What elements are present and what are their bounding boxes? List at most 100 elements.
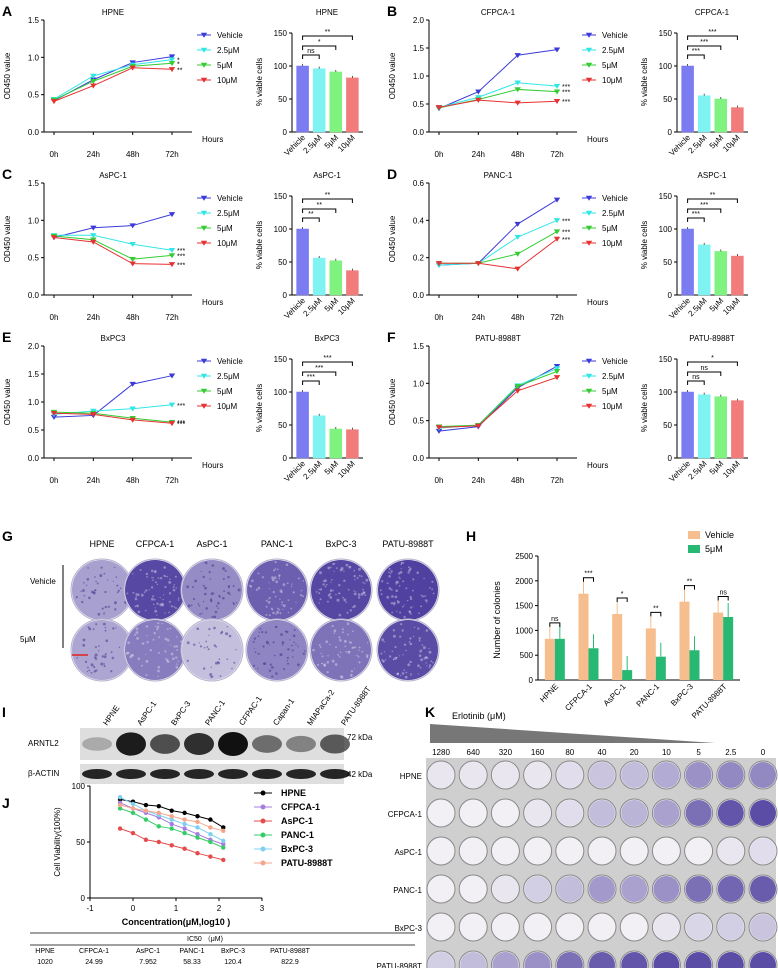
colony-dot bbox=[214, 610, 218, 614]
colony-dot bbox=[352, 606, 354, 609]
x-tick-label: 48h bbox=[511, 150, 524, 159]
well bbox=[684, 836, 714, 866]
colony-dot bbox=[249, 584, 251, 587]
colony-dot bbox=[358, 567, 361, 571]
colony-dot bbox=[80, 590, 82, 592]
y-tick-label: 500 bbox=[520, 651, 534, 660]
data-point bbox=[514, 100, 521, 106]
y-tick-label: 1.0 bbox=[413, 72, 425, 81]
significance-mark: * bbox=[177, 58, 180, 65]
colony-dot bbox=[391, 595, 394, 598]
colony-dot bbox=[253, 637, 257, 640]
colony-dot bbox=[84, 660, 88, 664]
legend-label: 10μM bbox=[602, 76, 623, 85]
bar-2.5μM bbox=[312, 415, 326, 459]
colony-dot bbox=[75, 596, 78, 599]
colony-dot bbox=[153, 632, 156, 635]
colony-dot bbox=[280, 591, 283, 594]
panel-D: D PANC-1 0.0 0.2 0.4 0.6 0h 24h 48h 72h Hours OD450… bbox=[387, 166, 748, 322]
significance-mark: * bbox=[621, 591, 624, 598]
well bbox=[523, 912, 553, 942]
colony-dot bbox=[145, 589, 148, 592]
colony-dot bbox=[233, 661, 236, 664]
colony-dot bbox=[348, 641, 351, 643]
category-label: CFPCA-1 bbox=[563, 682, 594, 713]
colony-dot bbox=[112, 580, 114, 582]
significance-mark: ns bbox=[692, 374, 700, 381]
colony-dot bbox=[407, 566, 410, 569]
colony-dot bbox=[425, 599, 428, 602]
x-tick-label: 3 bbox=[260, 904, 265, 913]
colony-dot bbox=[358, 661, 361, 664]
data-point bbox=[50, 99, 58, 105]
colony-dot bbox=[257, 586, 261, 590]
colony-dot bbox=[135, 627, 139, 631]
x-tick-label: 0h bbox=[435, 476, 444, 485]
colony-dot bbox=[226, 626, 229, 628]
category-label: HPNE bbox=[538, 682, 560, 704]
well-stain bbox=[750, 838, 776, 864]
colony-dot bbox=[395, 656, 398, 659]
colony-dot bbox=[396, 672, 399, 675]
y-tick-label: 50 bbox=[663, 421, 672, 430]
legend-marker bbox=[585, 210, 593, 216]
colony-dot bbox=[204, 586, 208, 590]
data-point bbox=[169, 814, 174, 819]
colony-dot bbox=[389, 572, 392, 575]
colony-dot bbox=[104, 653, 107, 656]
y-tick-label: 0 bbox=[283, 291, 288, 300]
colony-dot bbox=[281, 644, 284, 646]
colony-dot bbox=[347, 650, 351, 654]
significance-bracket bbox=[650, 611, 662, 617]
colony-dot bbox=[395, 583, 397, 585]
colony-dot bbox=[409, 642, 413, 646]
row-label: Vehicle bbox=[30, 577, 56, 586]
colony-dot bbox=[177, 599, 180, 601]
blot-band bbox=[150, 734, 180, 754]
data-point bbox=[168, 248, 176, 253]
y-tick-label: 50 bbox=[278, 95, 287, 104]
significance-mark: *** bbox=[177, 248, 185, 255]
significance-mark: ** bbox=[325, 192, 331, 199]
colony-dot bbox=[334, 663, 338, 666]
colony-dot bbox=[82, 643, 86, 647]
colony-dot bbox=[149, 649, 152, 652]
colony-dot bbox=[164, 650, 167, 653]
colony-dot bbox=[156, 628, 159, 631]
colony-dot bbox=[353, 668, 355, 670]
legend-label: 10μM bbox=[217, 76, 238, 85]
panel-G: G HPNE CFPCA-1 AsPC-1 PANC-1 BxPC-3 PATU-8988T… bbox=[2, 528, 440, 682]
legend-marker bbox=[585, 403, 593, 409]
colony-dot bbox=[318, 588, 320, 591]
colony-dot bbox=[110, 670, 113, 673]
data-point bbox=[435, 425, 443, 431]
data-point bbox=[553, 236, 561, 242]
colony-dot bbox=[101, 607, 104, 610]
bar-vehicle bbox=[612, 614, 623, 680]
colony-dot bbox=[273, 569, 275, 572]
colony-dot bbox=[362, 591, 366, 595]
colony-dot bbox=[285, 630, 289, 634]
colony-dot bbox=[151, 597, 154, 601]
colony-dot bbox=[164, 575, 167, 578]
well bbox=[555, 760, 585, 790]
well bbox=[523, 798, 553, 828]
colony-dot bbox=[222, 567, 225, 571]
colony-dot bbox=[405, 649, 407, 652]
well-stain bbox=[589, 800, 615, 826]
colony-dot bbox=[329, 643, 331, 646]
colony-dot bbox=[145, 572, 149, 576]
colony-dot bbox=[362, 588, 364, 591]
colony-dot bbox=[152, 577, 154, 579]
colony-dot bbox=[278, 608, 281, 611]
colony-dot bbox=[299, 594, 302, 597]
y-tick-label: 100 bbox=[659, 388, 673, 397]
line-chart-title: PATU-8988T bbox=[475, 334, 521, 343]
colony-dot bbox=[157, 669, 160, 673]
colony-dot bbox=[273, 654, 276, 657]
panel-E: E BxPC3 0.0 0.5 1.0 1.5 2.0 0h 24h 48h 72h Hours OD4… bbox=[2, 329, 363, 485]
bar-chart-title: ASPC-1 bbox=[698, 171, 727, 180]
plate-stain bbox=[72, 620, 132, 680]
colony-dot bbox=[348, 651, 351, 653]
